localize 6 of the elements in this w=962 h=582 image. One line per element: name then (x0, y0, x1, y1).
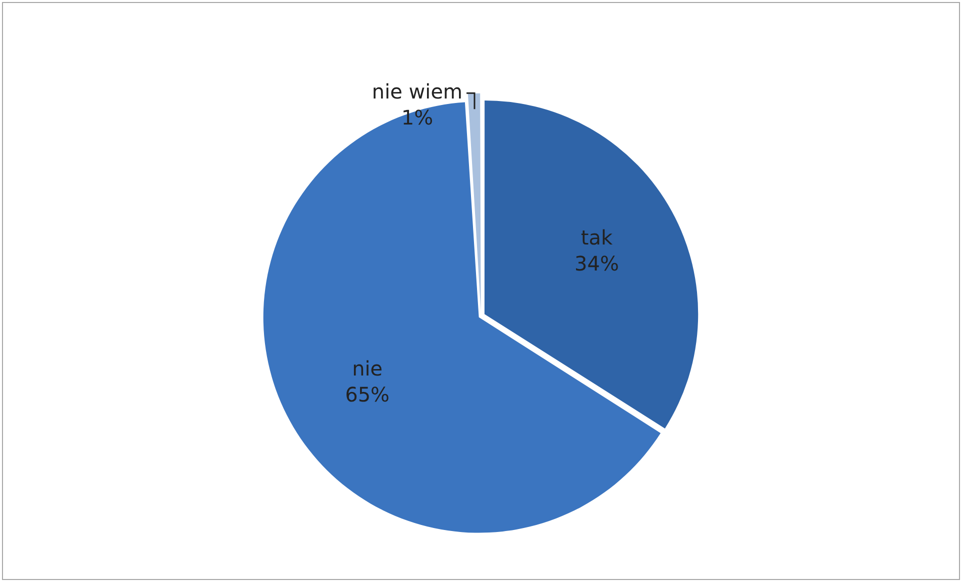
data-label: 1% (401, 105, 434, 130)
slice-label: nie wiem (372, 79, 463, 104)
data-label: 34% (574, 252, 619, 276)
data-label: 65% (345, 382, 390, 406)
slice-label: tak (580, 226, 613, 250)
slice-label: nie (352, 356, 383, 380)
